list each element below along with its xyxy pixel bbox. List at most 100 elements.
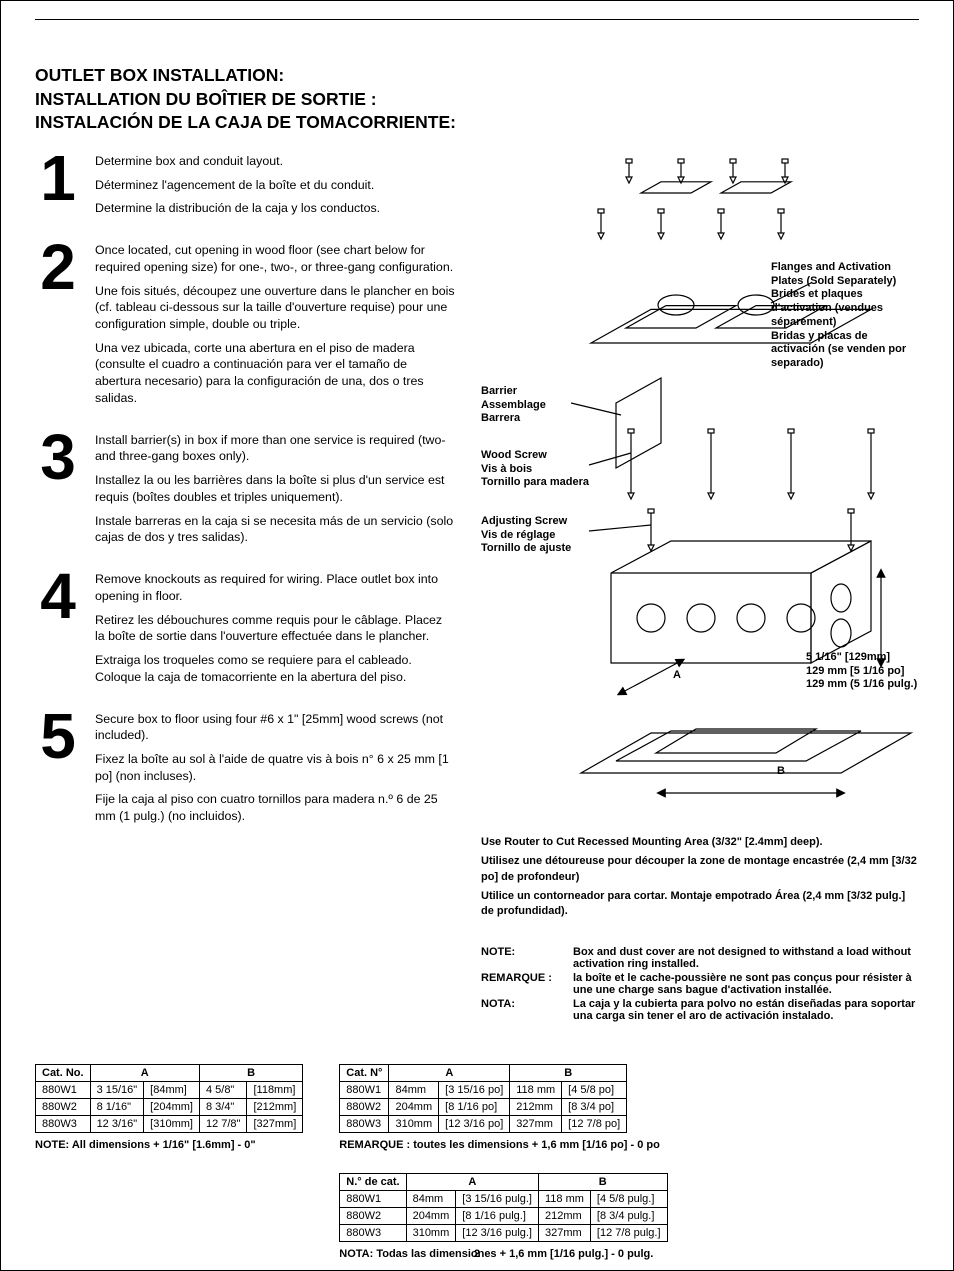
- cell-cat: 880W2: [36, 1098, 91, 1115]
- cell-cat: 880W3: [36, 1115, 91, 1132]
- cell-a2: [12 3/16 pulg.]: [456, 1224, 539, 1241]
- table-row: 880W1 3 15/16" [84mm] 4 5/8" [118mm]: [36, 1081, 303, 1098]
- step-body: Remove knockouts as required for wiring.…: [95, 571, 455, 692]
- step-2: 2 Once located, cut opening in wood floo…: [35, 242, 455, 414]
- table-row: 880W3 12 3/16" [310mm] 12 7/8" [327mm]: [36, 1115, 303, 1132]
- callout-barrier-fr: Assemblage: [481, 399, 546, 413]
- callout-woodscrew-es: Tornillo para madera: [481, 476, 589, 490]
- th-b: B: [199, 1064, 302, 1081]
- heading-en: OUTLET BOX INSTALLATION:: [35, 65, 284, 85]
- exploded-diagram: Flanges and Activation Plates (Sold Sepa…: [481, 153, 921, 829]
- cell-b1: 8 3/4": [199, 1098, 247, 1115]
- table-row: 880W3 310mm [12 3/16 po] 327mm [12 7/8 p…: [340, 1115, 627, 1132]
- table-row: 880W3 310mm [12 3/16 pulg.] 327mm [12 7/…: [340, 1224, 667, 1241]
- table-en-block: Cat. No. A B 880W1 3 15/16" [84mm] 4 5/8…: [35, 1064, 303, 1151]
- diagram-column: Flanges and Activation Plates (Sold Sepa…: [481, 153, 921, 1024]
- cell-a1: 84mm: [389, 1081, 439, 1098]
- step-en: Secure box to floor using four #6 x 1" […: [95, 711, 455, 744]
- heading-es: INSTALACIÓN DE LA CAJA DE TOMACORRIENTE:: [35, 112, 456, 132]
- table-header-row: Cat. N° A B: [340, 1064, 627, 1081]
- step-5: 5 Secure box to floor using four #6 x 1"…: [35, 711, 455, 832]
- th-cat: Cat. N°: [340, 1064, 389, 1081]
- dimensions-table-es: N.° de cat. A B 880W1 84mm [3 15/16 pulg…: [339, 1173, 667, 1242]
- cell-b1: 327mm: [510, 1115, 562, 1132]
- step-es: Una vez ubicada, corte una abertura en e…: [95, 340, 455, 407]
- th-a: A: [389, 1064, 510, 1081]
- cell-b1: 327mm: [539, 1224, 591, 1241]
- cell-a2: [204mm]: [144, 1098, 200, 1115]
- cell-cat: 880W3: [340, 1224, 406, 1241]
- cell-b1: 12 7/8": [199, 1115, 247, 1132]
- step-es: Extraiga los troqueles como se requiere …: [95, 652, 455, 685]
- cell-b1: 212mm: [539, 1207, 591, 1224]
- callout-flanges: Flanges and Activation Plates (Sold Sepa…: [771, 261, 921, 371]
- cell-cat: 880W1: [340, 1081, 389, 1098]
- step-en: Install barrier(s) in box if more than o…: [95, 432, 455, 465]
- callout-flanges-fr: Brides et plaques d'activation (vendues …: [771, 288, 921, 329]
- th-a: A: [406, 1173, 538, 1190]
- note-text-es: La caja y la cubierta para polvo no está…: [573, 998, 921, 1022]
- note-fr: REMARQUE : la boîte et le cache-poussièr…: [481, 972, 921, 996]
- cell-a2: [3 15/16 pulg.]: [456, 1190, 539, 1207]
- callout-adj-screw: Adjusting Screw Vis de réglage Tornillo …: [481, 515, 571, 556]
- note-text-en: Box and dust cover are not designed to w…: [573, 946, 921, 970]
- callout-height-dim: 5 1/16" [129mm] 129 mm [5 1/16 po] 129 m…: [806, 651, 954, 692]
- cell-cat: 880W3: [340, 1115, 389, 1132]
- table-row: 880W1 84mm [3 15/16 po] 118 mm [4 5/8 po…: [340, 1081, 627, 1098]
- steps-column: 1 Determine box and conduit layout. Déte…: [35, 153, 455, 1024]
- table-header-row: N.° de cat. A B: [340, 1173, 667, 1190]
- step-fr: Une fois situés, découpez une ouverture …: [95, 283, 455, 333]
- cell-cat: 880W2: [340, 1098, 389, 1115]
- note-es: NOTA: La caja y la cubierta para polvo n…: [481, 998, 921, 1022]
- callout-dim-b: B: [777, 765, 785, 779]
- th-cat: Cat. No.: [36, 1064, 91, 1081]
- cell-cat: 880W2: [340, 1207, 406, 1224]
- table-fr-block: Cat. N° A B 880W1 84mm [3 15/16 po] 118 …: [339, 1064, 667, 1151]
- cell-b2: [8 3/4 pulg.]: [590, 1207, 667, 1224]
- step-3: 3 Install barrier(s) in box if more than…: [35, 432, 455, 553]
- page: OUTLET BOX INSTALLATION: INSTALLATION DU…: [0, 0, 954, 1271]
- router-note-es: Utilice un contorneador para cortar. Mon…: [481, 889, 921, 920]
- step-number: 3: [35, 432, 81, 553]
- callout-adj-es: Tornillo de ajuste: [481, 542, 571, 556]
- cell-a1: 204mm: [406, 1207, 456, 1224]
- callout-woodscrew-fr: Vis à bois: [481, 463, 589, 477]
- note-block: NOTE: Box and dust cover are not designe…: [481, 946, 921, 1022]
- cell-b2: [12 7/8 pulg.]: [590, 1224, 667, 1241]
- cell-b2: [8 3/4 po]: [562, 1098, 627, 1115]
- cell-a1: 8 1/16": [90, 1098, 144, 1115]
- step-en: Remove knockouts as required for wiring.…: [95, 571, 455, 604]
- step-en: Determine box and conduit layout.: [95, 153, 380, 170]
- cell-a1: 310mm: [389, 1115, 439, 1132]
- step-body: Once located, cut opening in wood floor …: [95, 242, 455, 414]
- callout-barrier-en: Barrier: [481, 385, 546, 399]
- callout-flanges-es: Bridas y placas de activación (se venden…: [771, 330, 921, 371]
- step-number: 2: [35, 242, 81, 414]
- step-body: Install barrier(s) in box if more than o…: [95, 432, 455, 553]
- table-header-row: Cat. No. A B: [36, 1064, 303, 1081]
- callout-wood-screw: Wood Screw Vis à bois Tornillo para made…: [481, 449, 589, 490]
- cell-a2: [3 15/16 po]: [439, 1081, 510, 1098]
- step-number: 1: [35, 153, 81, 224]
- cell-b1: 212mm: [510, 1098, 562, 1115]
- cell-a2: [310mm]: [144, 1115, 200, 1132]
- step-es: Instale barreras en la caja si se necesi…: [95, 513, 455, 546]
- table-row: 880W2 8 1/16" [204mm] 8 3/4" [212mm]: [36, 1098, 303, 1115]
- th-cat: N.° de cat.: [340, 1173, 406, 1190]
- step-number: 4: [35, 571, 81, 692]
- cell-b2: [4 5/8 po]: [562, 1081, 627, 1098]
- router-note-fr: Utilisez une détoureuse pour découper la…: [481, 854, 921, 885]
- heading-fr: INSTALLATION DU BOÎTIER DE SORTIE :: [35, 89, 377, 109]
- top-rule: [35, 19, 919, 20]
- step-body: Determine box and conduit layout. Déterm…: [95, 153, 380, 224]
- cell-a1: 310mm: [406, 1224, 456, 1241]
- step-es: Determine la distribución de la caja y l…: [95, 200, 380, 217]
- cell-b2: [212mm]: [247, 1098, 303, 1115]
- step-es: Fije la caja al piso con cuatro tornillo…: [95, 791, 455, 824]
- step-fr: Fixez la boîte au sol à l'aide de quatre…: [95, 751, 455, 784]
- cell-b2: [118mm]: [247, 1081, 303, 1098]
- cell-b2: [327mm]: [247, 1115, 303, 1132]
- router-note: Use Router to Cut Recessed Mounting Area…: [481, 835, 921, 920]
- cell-a2: [12 3/16 po]: [439, 1115, 510, 1132]
- cell-b1: 118 mm: [510, 1081, 562, 1098]
